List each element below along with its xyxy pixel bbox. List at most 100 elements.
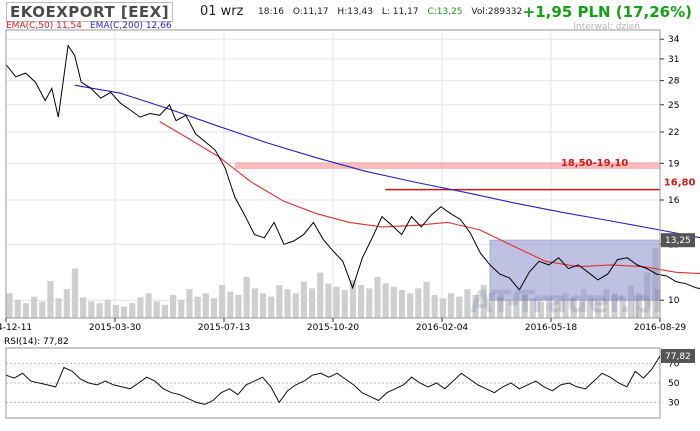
date-tick-label: 2016-02-04 <box>416 323 469 333</box>
volume-bar <box>570 298 577 318</box>
resistance-zone-label: 18,50-19,10 <box>561 158 628 169</box>
volume-bar <box>178 299 185 318</box>
volume-bar <box>505 299 512 318</box>
quote-low: L: 11,17 <box>381 7 419 17</box>
volume-bar <box>292 293 299 318</box>
volume-bar <box>439 298 446 318</box>
volume-bar <box>14 299 21 318</box>
volume-bar <box>415 288 422 318</box>
quote-line: 18:16 O:11,17 H:13,43 L: 11,17 C:13,25 V… <box>258 7 528 17</box>
price-change: +1,95 PLN (17,26%) <box>522 3 692 21</box>
volume-bar <box>88 301 95 318</box>
rsi-tick-label: 70 <box>668 360 680 370</box>
volume-bar <box>227 291 234 318</box>
price-axis: 10131619222528313413,25 <box>660 35 695 306</box>
volume-bar <box>562 293 569 318</box>
volume-bar <box>333 286 340 318</box>
price-tick-label: 25 <box>668 101 679 111</box>
price-tick-label: 28 <box>668 77 680 87</box>
date-tick-label: 2016-05-18 <box>525 323 578 333</box>
volume-bar <box>578 301 585 318</box>
volume-bar <box>129 303 136 318</box>
volume-bar <box>210 298 218 318</box>
rsi-line <box>5 355 661 405</box>
volume-bar <box>153 301 160 318</box>
volume-bar <box>145 293 152 318</box>
volume-bar <box>635 293 643 318</box>
resistance-zone <box>234 162 660 170</box>
date-axis: 2014-12-11 2015-03-30 2015-07-13 2015-10-20… <box>0 318 686 333</box>
date-tick-label: 2015-07-13 <box>198 323 250 333</box>
volume-bar <box>268 296 275 318</box>
volume-bar <box>259 293 267 318</box>
date-tick-label: 2014-12-11 <box>0 323 32 333</box>
volume-bar <box>137 297 144 318</box>
volume-bar <box>96 303 103 318</box>
volume-bar <box>537 301 545 318</box>
volume-bar <box>219 285 226 318</box>
volume-bar <box>513 293 520 318</box>
price-tick-label: 34 <box>668 35 680 45</box>
rsi-legend: RSI(14): 77,82 <box>4 337 69 347</box>
volume-bar <box>112 304 119 318</box>
date-tick-label: 2015-10-20 <box>307 323 360 333</box>
volume-bar <box>447 293 455 318</box>
rsi-last-box <box>661 348 695 363</box>
price-line <box>5 44 700 291</box>
volume-bar <box>202 293 209 318</box>
volume-bar <box>235 294 242 318</box>
price-tick-label: 10 <box>668 296 680 306</box>
volume-bar <box>6 293 13 318</box>
volume-bar <box>325 283 332 318</box>
ema50-legend: EMA(C,50) 11,54 <box>6 21 82 31</box>
volume-bar <box>595 298 602 318</box>
date-tick-label: 2015-03-30 <box>89 323 142 333</box>
consolidation-box <box>489 239 661 301</box>
volume-bar <box>349 280 357 318</box>
volume-bar <box>488 293 495 318</box>
price-tick-label: 19 <box>668 159 680 169</box>
volume-bar <box>300 281 307 318</box>
volume-bar <box>276 285 283 318</box>
last-price-label: 13,25 <box>665 236 691 246</box>
resistance-line-label: 16,80 <box>664 178 696 189</box>
volume-bar <box>407 293 414 318</box>
volume-bar <box>161 304 168 318</box>
volume-bar <box>120 306 128 318</box>
volume-bar <box>554 299 561 318</box>
volume-bar <box>497 296 504 318</box>
volume-bar <box>341 290 348 318</box>
volume-bar <box>456 296 463 318</box>
series-layer <box>5 44 700 291</box>
volume-bars <box>6 248 659 318</box>
volume-bar <box>603 289 610 318</box>
quote-high: H:13,43 <box>337 7 373 17</box>
quote-volume: Vol:289332 <box>471 7 523 17</box>
ticker-title: EKOEXPORT [EEX] <box>6 2 174 22</box>
volume-bar <box>71 268 79 318</box>
rsi-last-label: 77,82 <box>665 352 691 362</box>
volume-bar <box>398 290 406 318</box>
quote-open: O:11,17 <box>292 7 329 17</box>
volume-bar <box>472 294 479 318</box>
volume-bar <box>186 289 193 318</box>
volume-bar <box>546 296 553 318</box>
last-price-box <box>661 233 695 248</box>
price-tick-label: 31 <box>668 55 679 65</box>
date-tick-label: 2016-08-29 <box>634 323 687 333</box>
volume-bar <box>31 296 38 318</box>
ema200-legend: EMA(C,200) 12,66 <box>90 21 172 31</box>
volume-bar <box>80 297 87 318</box>
volume-bar <box>423 281 430 318</box>
volume-bar <box>627 285 634 318</box>
volume-bar <box>431 294 438 318</box>
volume-bar <box>104 299 111 318</box>
volume-bar <box>480 285 487 318</box>
volume-bar <box>170 294 177 318</box>
price-tick-label: 16 <box>668 196 680 206</box>
volume-bar <box>374 276 381 318</box>
volume-bar <box>390 286 397 318</box>
ema50-line <box>159 121 700 275</box>
volume-bar <box>464 289 471 318</box>
price-tick-label: 22 <box>668 128 679 138</box>
